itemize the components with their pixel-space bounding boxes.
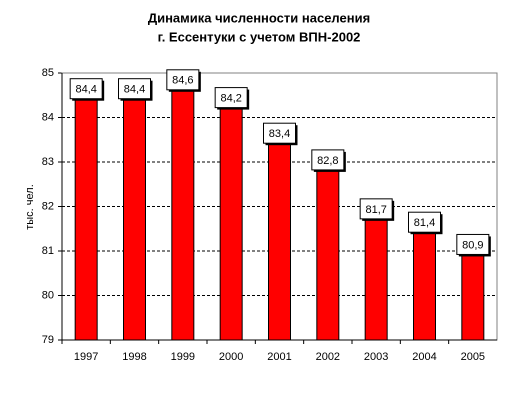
bar [219, 108, 243, 341]
x-tick-label: 2000 [219, 351, 243, 363]
label-box [311, 149, 345, 171]
value-label: 82,8 [317, 155, 338, 167]
y-tick-label: 83 [42, 156, 54, 168]
y-tick-label: 82 [42, 200, 54, 212]
label-box [69, 78, 103, 100]
value-label: 81,7 [365, 204, 386, 216]
x-tick-label: 2001 [267, 351, 291, 363]
y-tick-label: 79 [42, 334, 54, 346]
x-tick-label: 1997 [74, 351, 98, 363]
bar [268, 143, 291, 341]
label-box [214, 87, 248, 109]
chart-subtitle: г. Ессентуки с учетом ВПН-2002 [158, 29, 361, 44]
x-tick-label: 2005 [461, 351, 485, 363]
x-tick-label: 2003 [364, 351, 388, 363]
y-tick-label: 81 [42, 245, 54, 257]
label-box [456, 233, 490, 255]
y-tick-label: 85 [42, 67, 54, 79]
label-box [118, 78, 151, 100]
bar [364, 219, 388, 341]
bar [413, 232, 436, 341]
bar [74, 99, 98, 341]
value-label: 84,6 [172, 75, 193, 87]
bar [461, 254, 485, 341]
bar [171, 90, 195, 341]
y-tick-label: 84 [42, 111, 54, 123]
bar [123, 99, 146, 341]
value-label: 84,4 [75, 84, 96, 96]
value-label: 80,9 [462, 239, 483, 251]
value-label: 84,4 [124, 84, 145, 96]
x-tick-label: 2004 [412, 351, 436, 363]
y-axis-label: тыс. чел. [24, 184, 36, 230]
bar [316, 170, 340, 341]
label-box [359, 198, 393, 220]
value-label: 81,4 [414, 217, 435, 229]
y-tick-label: 80 [42, 289, 54, 301]
label-box [408, 211, 441, 233]
x-tick-label: 2002 [316, 351, 340, 363]
x-tick-label: 1999 [171, 351, 195, 363]
value-label: 84,2 [220, 93, 241, 105]
label-box [263, 122, 296, 144]
x-tick-label: 1998 [122, 351, 146, 363]
value-label: 83,4 [269, 128, 290, 140]
chart-title: Динамика численности населения [148, 10, 370, 25]
label-box [166, 69, 200, 91]
